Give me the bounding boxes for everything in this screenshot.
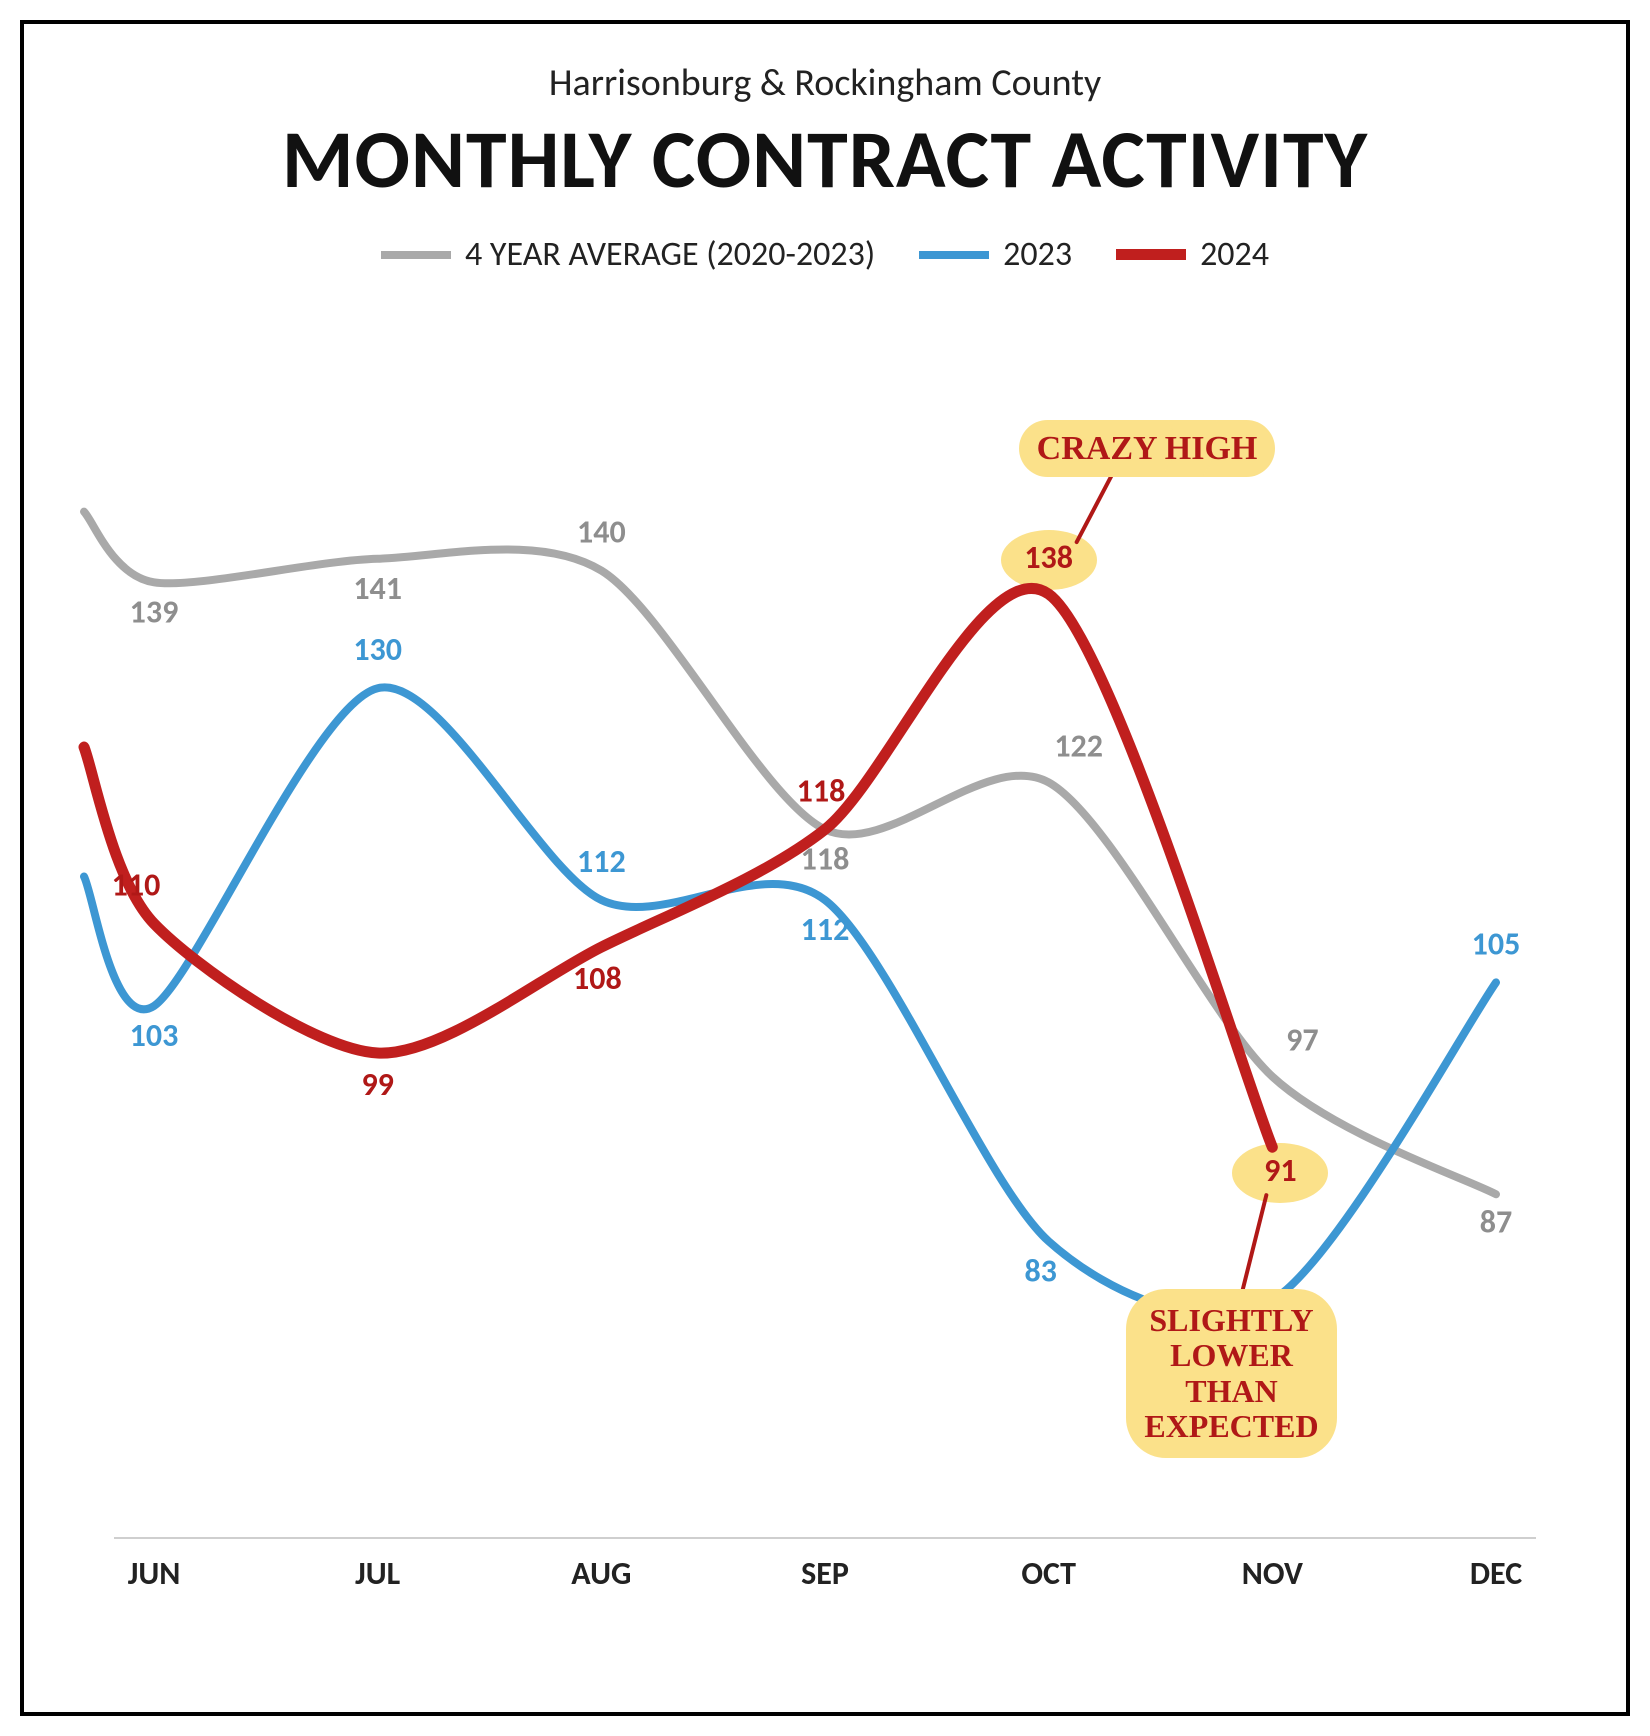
x-axis-label: OCT (1021, 1554, 1076, 1593)
x-axis-label: DEC (1470, 1554, 1522, 1593)
x-axis-label: JUN (128, 1554, 181, 1593)
legend-swatch-2024 (1116, 249, 1186, 260)
data-label: 138 (1024, 538, 1073, 577)
data-label: 105 (1472, 924, 1521, 963)
legend-item-avg: 4 YEAR AVERAGE (2020-2023) (381, 234, 875, 275)
legend-swatch-2023 (919, 251, 989, 259)
plot-area: JUN JUL AUG SEP OCT NOV DEC 139 141 140 118 122 97 87… (94, 354, 1556, 1592)
chart-legend: 4 YEAR AVERAGE (2020-2023) 2023 2024 (24, 234, 1626, 275)
chart-title: MONTHLY CONTRACT ACTIVITY (24, 110, 1626, 210)
data-label: 118 (797, 771, 846, 810)
x-axis-label: JUL (355, 1554, 400, 1593)
legend-item-2024: 2024 (1116, 234, 1269, 275)
data-label: 99 (361, 1065, 393, 1104)
data-label: 141 (353, 569, 402, 608)
data-label: 112 (577, 842, 626, 881)
data-label: 91 (1264, 1151, 1296, 1190)
data-label: 118 (801, 839, 850, 878)
legend-label-2023: 2023 (1003, 234, 1072, 275)
chart-svg: JUN JUL AUG SEP OCT NOV DEC 139 141 140 118 122 97 87… (94, 354, 1556, 1592)
legend-item-2023: 2023 (919, 234, 1072, 275)
data-label: 112 (801, 910, 850, 949)
data-label: 110 (112, 866, 161, 905)
x-axis-label: NOV (1242, 1554, 1303, 1593)
data-label: 140 (577, 513, 626, 552)
data-label: 139 (130, 592, 179, 631)
data-label: 97 (1286, 1021, 1318, 1060)
legend-label-2024: 2024 (1200, 234, 1269, 275)
x-axis-label: SEP (801, 1554, 849, 1593)
data-label: 130 (353, 630, 402, 669)
chart-subtitle: Harrisonburg & Rockingham County (24, 60, 1626, 106)
data-label: 87 (1480, 1202, 1512, 1241)
chart-frame: Harrisonburg & Rockingham County MONTHLY… (20, 20, 1630, 1716)
annotation-leader (1242, 1195, 1266, 1291)
legend-swatch-avg (381, 251, 451, 259)
annotation-crazy-high: CRAZY HIGH (1019, 420, 1276, 477)
data-label: 103 (130, 1016, 179, 1055)
data-label: 122 (1054, 726, 1103, 765)
data-label: 108 (573, 959, 622, 998)
x-axis-label: AUG (571, 1554, 631, 1593)
series-y2024 (84, 588, 1272, 1147)
annotation-lower-than-expected: SLIGHTLY LOWER THAN EXPECTED (1126, 1289, 1336, 1458)
series-y2023 (84, 687, 1496, 1314)
legend-label-avg: 4 YEAR AVERAGE (2020-2023) (465, 234, 875, 275)
data-label: 83 (1024, 1251, 1056, 1290)
